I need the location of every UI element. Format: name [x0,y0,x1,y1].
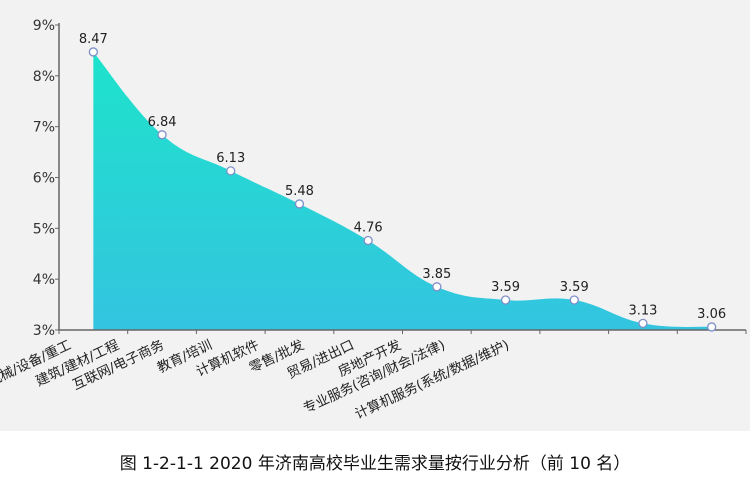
data-label: 5.48 [285,184,314,199]
data-label: 3.59 [560,280,589,295]
data-label: 8.47 [79,32,108,47]
y-tick-label: 5% [33,221,55,237]
y-tick-label: 4% [33,272,55,288]
data-point [638,318,648,329]
data-label: 3.13 [628,303,657,318]
data-label: 3.06 [697,307,726,322]
area-chart: 3%4%5%6%7%8%9%机械/设备/重工建筑/建材/工程互联网/电子商务教育… [0,18,747,423]
data-label: 3.59 [491,280,520,295]
data-point [226,166,236,176]
y-tick-label: 8% [33,69,55,85]
data-point [707,322,717,332]
data-label: 6.84 [148,115,177,130]
y-tick-label: 6% [33,171,55,187]
data-point [432,282,442,292]
data-point [157,130,167,140]
data-label: 6.13 [216,151,245,166]
y-tick-label: 9% [33,18,55,34]
y-tick-label: 3% [33,323,55,339]
data-point [294,199,305,209]
area-fill [93,51,712,331]
data-point [500,295,511,305]
data-label: 4.76 [354,221,383,236]
y-tick-label: 7% [33,120,55,136]
data-point [569,295,579,305]
data-point [363,235,373,246]
data-point [88,47,98,57]
figure-caption: 图 1-2-1-1 2020 年济南高校毕业生需求量按行业分析（前 10 名） [119,454,631,474]
data-label: 3.85 [422,267,451,282]
